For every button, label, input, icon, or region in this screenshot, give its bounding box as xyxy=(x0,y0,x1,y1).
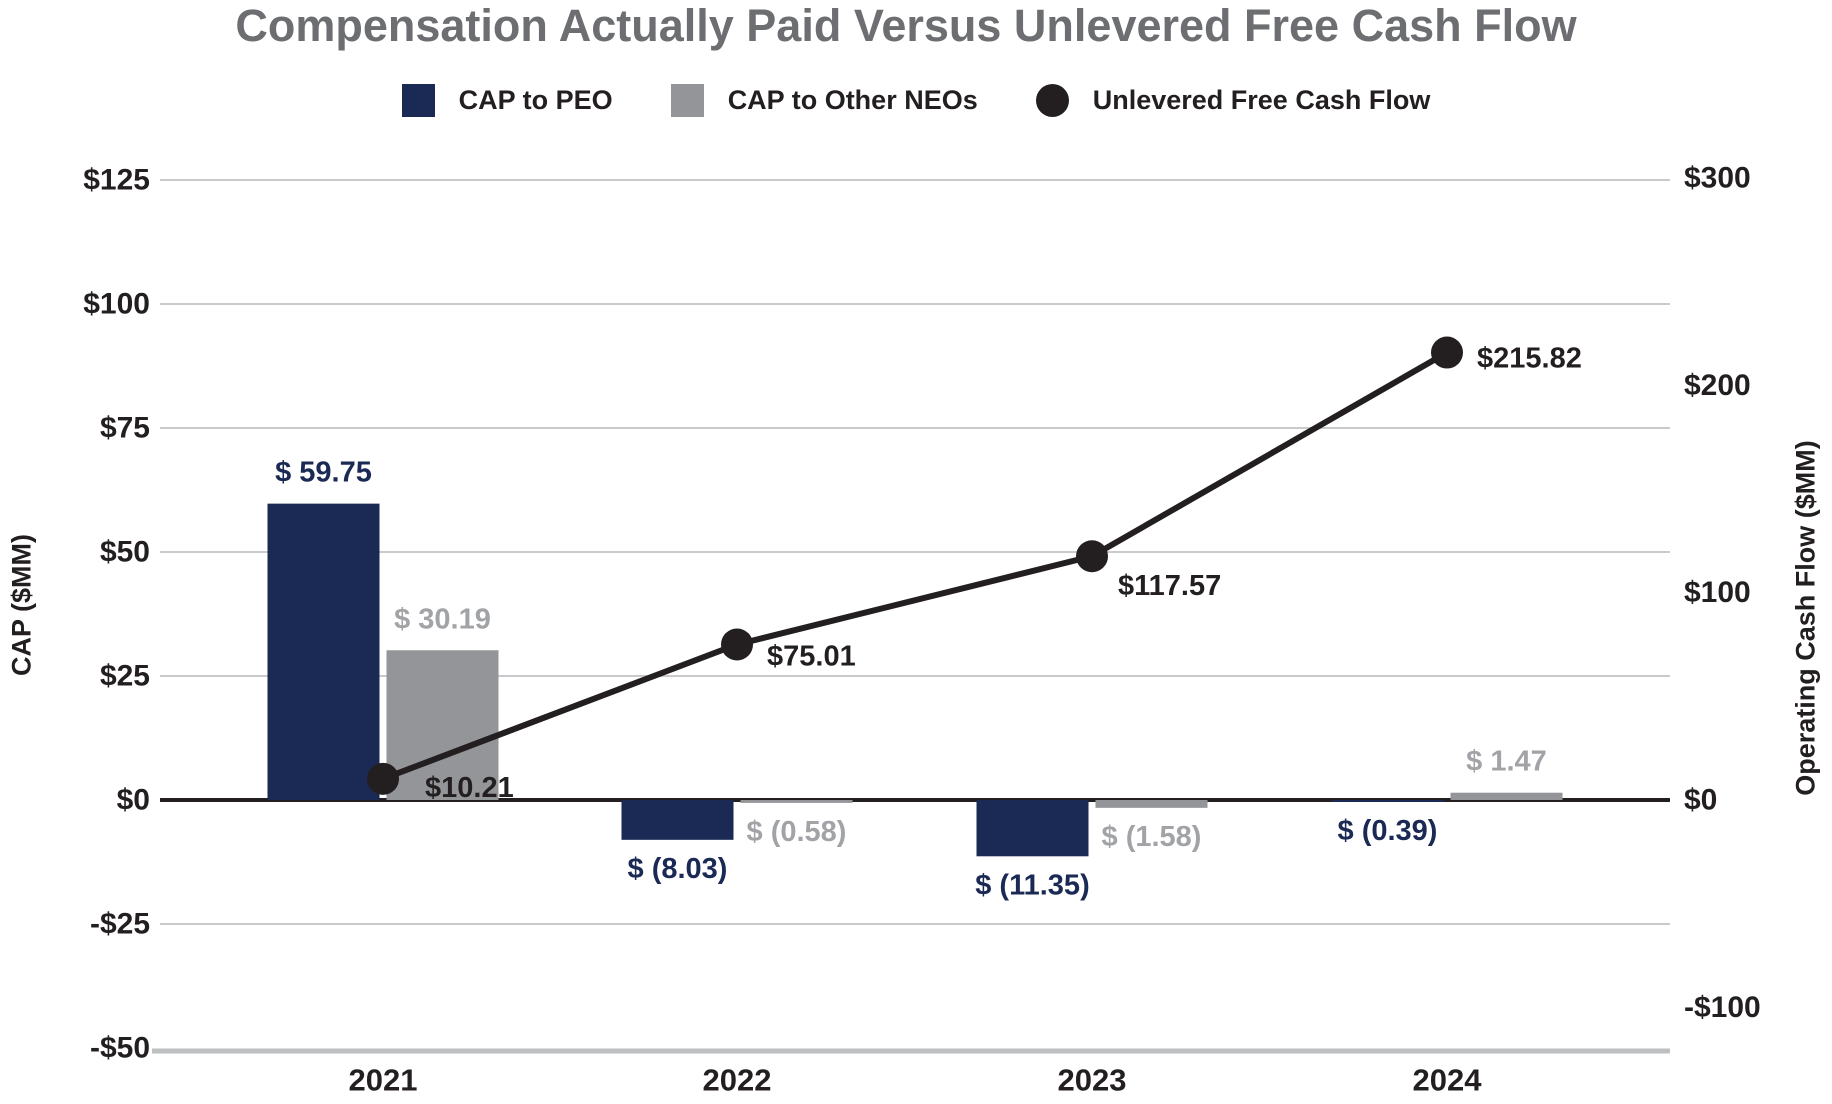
right-axis-tick-300: $300 xyxy=(1684,162,1751,195)
legend-square-swatch-cap-to-peo xyxy=(401,84,435,117)
left-axis-title: CAP ($MM) xyxy=(6,533,37,677)
legend-circle-swatch-unlevered-free-cash-flow xyxy=(1035,84,1069,117)
bar-cap-to-other-neos-2021 xyxy=(386,650,499,800)
bar-cap-to-other-neos-2024 xyxy=(1450,792,1563,800)
x-axis-label-2024: 2024 xyxy=(1413,1063,1483,1098)
left-axis-tick-75: $75 xyxy=(100,412,150,445)
line-point-2023 xyxy=(1076,540,1108,573)
line-unlevered-free-cash-flow xyxy=(381,349,1449,782)
line-point-2021 xyxy=(367,762,399,795)
bar-label-cap-to-peo-2024: $ (0.39) xyxy=(1338,815,1438,847)
line-label-2023: $117.57 xyxy=(1118,570,1221,602)
right-axis-tick-200: $200 xyxy=(1684,369,1751,402)
legend-square-swatch-cap-to-other-neos xyxy=(670,84,704,117)
right-axis-title: Operating Cash Flow ($MM) xyxy=(1790,440,1821,796)
bar-label-cap-to-other-neos-2022: $ (0.58) xyxy=(747,816,847,848)
left-axis-tick-50: $50 xyxy=(100,536,150,569)
legend-item-unlevered-free-cash-flow: Unlevered Free Cash Flow xyxy=(1035,84,1431,117)
legend-label: Unlevered Free Cash Flow xyxy=(1092,85,1431,115)
x-axis-label-2022: 2022 xyxy=(703,1063,772,1098)
bar-cap-to-peo-2023 xyxy=(976,800,1089,857)
chart-title: Compensation Actually Paid Versus Unleve… xyxy=(235,0,1577,51)
bar-label-cap-to-peo-2022: $ (8.03) xyxy=(628,853,728,885)
legend-item-cap-to-other-neos: CAP to Other NEOs xyxy=(670,84,978,117)
right-axis-tick-100: -$100 xyxy=(1684,991,1761,1024)
bar-label-cap-to-other-neos-2023: $ (1.58) xyxy=(1102,821,1202,853)
legend: CAP to PEO CAP to Other NEOs Unlevered Fre… xyxy=(0,84,1832,117)
right-axis-tick-100: $100 xyxy=(1684,576,1751,609)
x-axis-label-2021: 2021 xyxy=(349,1063,418,1098)
left-axis-tick-125: $125 xyxy=(83,164,150,197)
line-label-2022: $75.01 xyxy=(767,640,856,672)
x-axis-label-2023: 2023 xyxy=(1058,1063,1127,1098)
bar-cap-to-other-neos-2023 xyxy=(1095,800,1208,808)
line-point-2024 xyxy=(1431,336,1463,369)
left-axis-tick-0: $0 xyxy=(117,784,150,817)
right-axis-tick-0: $0 xyxy=(1684,784,1717,817)
line-point-2022 xyxy=(721,628,753,661)
left-axis-tick-25: -$25 xyxy=(90,908,150,941)
legend-item-cap-to-peo: CAP to PEO xyxy=(401,84,613,117)
bar-label-cap-to-peo-2021: $ 59.75 xyxy=(275,457,372,489)
left-axis-tick-25: $25 xyxy=(100,660,150,693)
bar-cap-to-peo-2024 xyxy=(1331,800,1444,802)
bar-cap-to-peo-2021 xyxy=(267,503,380,800)
line-label-2024: $215.82 xyxy=(1477,343,1582,375)
bar-cap-to-peo-2022 xyxy=(621,800,734,840)
bar-label-cap-to-other-neos-2024: $ 1.47 xyxy=(1466,746,1547,778)
legend-label: CAP to Other NEOs xyxy=(727,85,978,115)
bar-label-cap-to-other-neos-2021: $ 30.19 xyxy=(394,603,491,635)
left-axis-tick-50: -$50 xyxy=(90,1032,150,1065)
left-axis-tick-100: $100 xyxy=(83,288,150,321)
bar-label-cap-to-peo-2023: $ (11.35) xyxy=(975,869,1089,901)
line-label-2021: $10.21 xyxy=(425,772,514,804)
legend-label: CAP to PEO xyxy=(458,85,613,115)
bar-cap-to-other-neos-2022 xyxy=(740,800,853,803)
